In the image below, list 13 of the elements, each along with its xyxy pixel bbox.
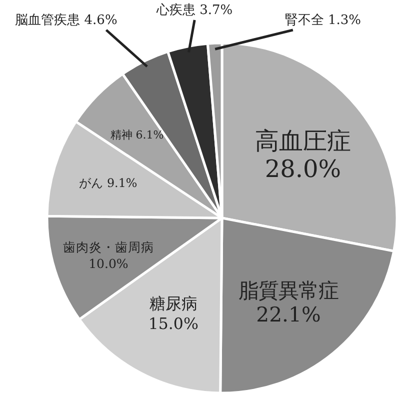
data-label: 15.0% xyxy=(148,314,198,333)
data-label: 22.1% xyxy=(256,302,321,327)
slice-label: 精神 6.1% xyxy=(110,128,164,142)
slice-label: 脳血管疾患 4.6% xyxy=(15,13,118,28)
slice-label: 腎不全 1.3% xyxy=(284,13,362,28)
slice-label: 糖尿病 xyxy=(149,294,198,314)
slice-label: 脂質異常症 xyxy=(238,278,338,302)
slice-label: 心疾患 3.7% xyxy=(155,2,233,18)
slice-label: 高血圧症 xyxy=(254,127,351,156)
slice-label: 歯肉炎・歯周病 xyxy=(62,240,154,255)
data-label: 10.0% xyxy=(88,256,128,272)
slice-label: がん 9.1% xyxy=(79,176,138,190)
data-label: 28.0% xyxy=(264,155,342,184)
